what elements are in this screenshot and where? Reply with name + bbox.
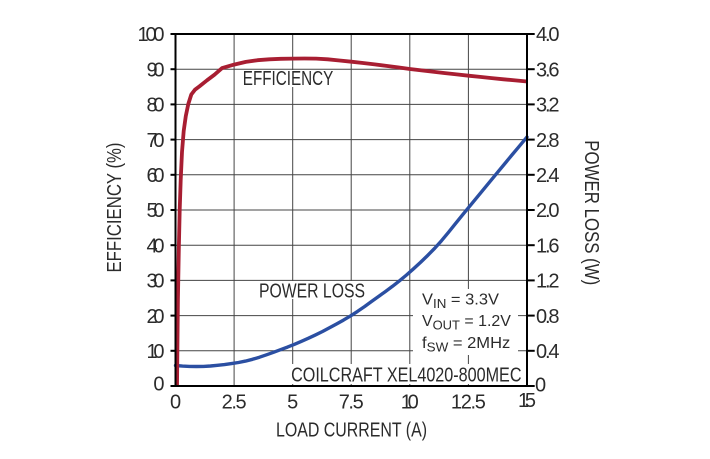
svg-text:fSW = 2MHz: fSW = 2MHz [422, 334, 510, 354]
svg-text:1.2: 1.2 [536, 271, 560, 293]
svg-text:0.4: 0.4 [536, 341, 560, 363]
svg-text:15: 15 [518, 390, 536, 412]
svg-text:70: 70 [147, 130, 165, 152]
svg-text:40: 40 [147, 235, 165, 257]
svg-text:0.8: 0.8 [536, 306, 560, 328]
svg-text:20: 20 [147, 306, 165, 328]
svg-text:EFFICIENCY (%): EFFICIENCY (%) [104, 143, 126, 273]
svg-text:60: 60 [147, 165, 165, 187]
svg-text:1.6: 1.6 [536, 235, 560, 257]
svg-text:90: 90 [147, 59, 165, 81]
svg-text:4.0: 4.0 [536, 24, 560, 46]
svg-text:VOUT = 1.2V: VOUT = 1.2V [422, 313, 511, 333]
svg-text:3.2: 3.2 [536, 95, 560, 117]
svg-text:POWER LOSS: POWER LOSS [259, 281, 365, 303]
svg-text:100: 100 [138, 24, 165, 46]
svg-text:2.8: 2.8 [536, 130, 560, 152]
svg-text:30: 30 [147, 271, 165, 293]
svg-text:2.0: 2.0 [536, 200, 560, 222]
svg-text:10: 10 [401, 392, 419, 414]
svg-text:10: 10 [147, 341, 165, 363]
svg-text:2.5: 2.5 [222, 392, 247, 414]
svg-text:POWER LOSS (W): POWER LOSS (W) [580, 140, 602, 285]
svg-text:LOAD CURRENT (A): LOAD CURRENT (A) [276, 420, 427, 442]
svg-text:7.5: 7.5 [339, 392, 364, 414]
svg-text:12.5: 12.5 [451, 392, 486, 414]
svg-text:50: 50 [147, 200, 165, 222]
svg-text:VIN = 3.3V: VIN = 3.3V [422, 291, 499, 311]
svg-text:5: 5 [287, 392, 298, 414]
svg-text:0: 0 [535, 375, 546, 397]
svg-text:0: 0 [153, 374, 164, 396]
svg-text:80: 80 [147, 95, 165, 117]
svg-text:3.6: 3.6 [536, 59, 560, 81]
svg-text:COILCRAFT XEL4020-800MEC: COILCRAFT XEL4020-800MEC [291, 364, 521, 386]
svg-text:2.4: 2.4 [536, 165, 560, 187]
svg-text:EFFICIENCY: EFFICIENCY [243, 68, 333, 90]
svg-text:0: 0 [170, 392, 181, 414]
